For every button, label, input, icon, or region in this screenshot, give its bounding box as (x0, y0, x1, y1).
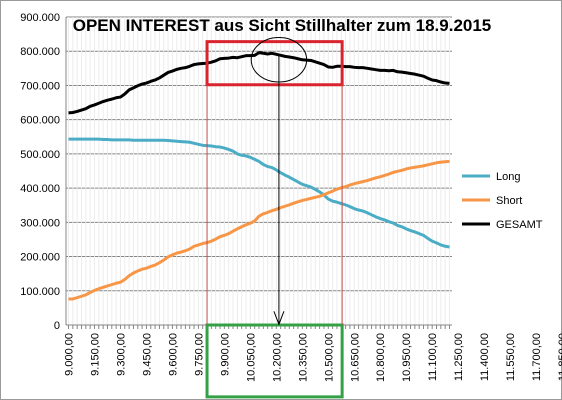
x-tick-label: 10.500,00 (323, 333, 335, 382)
annotations (205, 37, 344, 399)
y-tick-label: 700.000 (20, 80, 60, 92)
x-tick-label: 10.350,00 (297, 333, 309, 382)
x-tick-label: 9.450,00 (141, 333, 153, 376)
legend-label-short: Short (496, 195, 522, 207)
series-long-line (68, 137, 450, 249)
legend-label-gesamt: GESAMT (496, 219, 543, 231)
y-tick-label: 600.000 (20, 115, 60, 127)
x-tick-label: 11.400,00 (479, 333, 491, 381)
x-tick-label: 11.700,00 (531, 333, 543, 381)
y-tick-label: 0 (54, 320, 60, 332)
x-tick-label: 10.200,00 (271, 333, 283, 382)
x-tick-label: 11.850,00 (557, 333, 562, 381)
series-gesamt-line (68, 51, 450, 115)
legend-label-long: Long (496, 171, 520, 183)
y-tick-label: 500.000 (20, 149, 60, 161)
y-tick-label: 400.000 (20, 183, 60, 195)
series-lines (68, 51, 450, 301)
tick-labels: 0 100.000 200.000 300.000 400.000 500.000 600.… (20, 12, 562, 382)
y-tick-label: 300.000 (20, 217, 60, 229)
series-short-line (68, 159, 450, 301)
chart-title: OPEN INTEREST aus Sicht Stillhalter zum … (73, 16, 492, 35)
y-tick-label: 200.000 (20, 252, 60, 264)
y-tick-label: 100.000 (20, 286, 60, 298)
x-tick-label: 11.550,00 (505, 333, 517, 381)
legend: Long Short GESAMT (462, 171, 543, 231)
x-tick-label: 10.650,00 (349, 333, 361, 382)
x-tick-label: 9.000,00 (64, 333, 76, 376)
highlight-box-red (205, 40, 344, 87)
x-tick-label: 10.050,00 (245, 333, 257, 382)
x-tick-label: 9.900,00 (219, 333, 231, 376)
x-tick-label: 10.800,00 (375, 333, 387, 382)
arrow-head (273, 311, 285, 326)
x-tick-label: 9.300,00 (115, 333, 127, 376)
highlight-box-green (205, 323, 344, 399)
x-tick-label: 10.950,00 (401, 333, 413, 382)
x-tick-label: 11.100,00 (427, 333, 439, 381)
y-tick-label: 800.000 (20, 46, 60, 58)
x-tick-label: 11.250,00 (453, 333, 465, 381)
x-tick-label: 9.600,00 (167, 333, 179, 376)
x-tick-label: 9.150,00 (89, 333, 101, 376)
y-tick-label: 900.000 (20, 12, 60, 24)
x-tick-label: 9.750,00 (193, 333, 205, 376)
